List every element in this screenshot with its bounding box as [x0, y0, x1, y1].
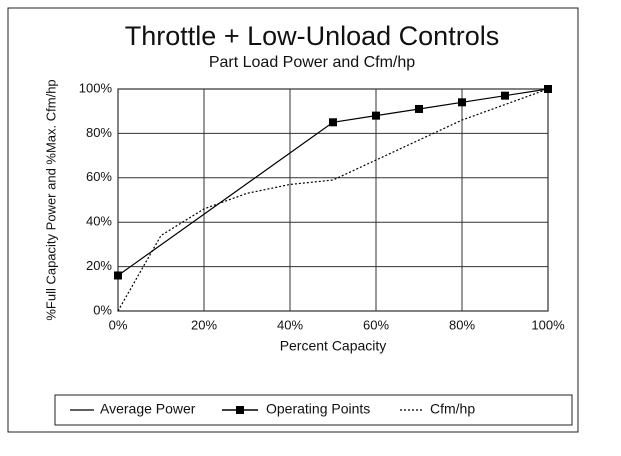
x-axis-title: Percent Capacity [280, 338, 387, 354]
x-tick-label: 20% [191, 317, 217, 332]
y-tick-label: 100% [79, 80, 113, 95]
legend-box [54, 394, 573, 426]
marker [415, 104, 423, 113]
x-tick-label: 100% [531, 317, 565, 332]
legend-label: Operating Points [266, 401, 370, 417]
series-line [117, 88, 549, 276]
marker [501, 91, 509, 100]
marker [329, 118, 337, 127]
legend-label: Cfm/hp [430, 401, 475, 417]
x-tick-label: 40% [277, 317, 303, 332]
y-tick-label: 60% [86, 169, 112, 184]
y-tick-label: 20% [86, 258, 112, 273]
x-tick-label: 80% [449, 317, 475, 332]
series-line [117, 88, 549, 312]
y-tick-label: 80% [86, 125, 112, 140]
marker [114, 271, 122, 280]
marker [372, 111, 380, 120]
y-tick-label: 40% [86, 214, 112, 229]
x-tick-label: 60% [363, 317, 389, 332]
x-tick-label: 0% [109, 317, 128, 332]
chart-subtitle: Part Load Power and Cfm/hp [209, 54, 415, 71]
legend-swatch [236, 406, 244, 414]
y-axis-title: %Full Capacity Power and %Max. Cfm/hp [43, 79, 58, 320]
marker [458, 98, 466, 107]
legend-label: Average Power [100, 401, 196, 417]
y-tick-label: 0% [93, 302, 112, 317]
frame [7, 7, 579, 433]
marker [544, 85, 552, 93]
chart-title: Throttle + Low-Unload Controls [125, 21, 499, 51]
